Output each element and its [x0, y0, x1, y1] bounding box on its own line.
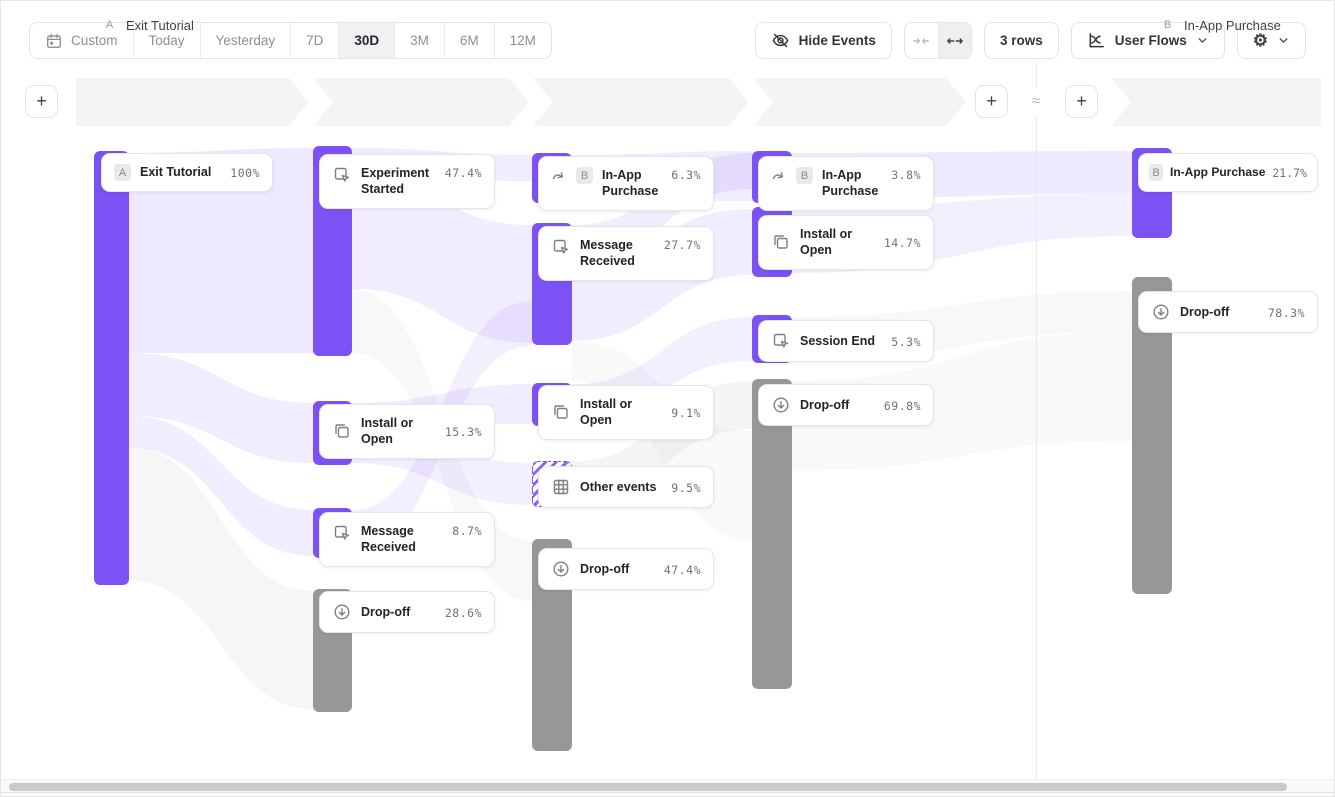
- add-step-end-a-button[interactable]: +: [975, 85, 1008, 118]
- overlapping-squares-icon: [332, 421, 352, 441]
- view-controls: Hide Events 3 rows: [754, 22, 1306, 59]
- flow-a-badge: A: [105, 19, 114, 31]
- flow-a-step-2[interactable]: [313, 78, 529, 126]
- flow-a-title: Exit Tutorial: [126, 17, 194, 33]
- arrow-down-circle-icon: [771, 395, 791, 415]
- node-install-or-open[interactable]: Install or Open 14.7%: [758, 215, 934, 270]
- grid-icon: [551, 477, 571, 497]
- date-range-7d[interactable]: 7D: [290, 23, 338, 58]
- node-badge-a: A: [114, 164, 131, 181]
- arrow-down-circle-icon: [551, 559, 571, 579]
- node-drop-off[interactable]: Drop-off 69.8%: [758, 384, 934, 426]
- add-step-before-b-button[interactable]: +: [1065, 85, 1098, 118]
- node-in-app-purchase-b[interactable]: B In-App Purchase 21.7%: [1138, 153, 1318, 192]
- node-drop-off[interactable]: Drop-off 28.6%: [319, 591, 495, 633]
- expand-columns-button[interactable]: [937, 23, 971, 58]
- node-in-app-purchase-jump[interactable]: B In-App Purchase 6.3%: [538, 156, 714, 211]
- flow-bar-exit-tutorial[interactable]: [94, 151, 129, 585]
- event-click-icon: [771, 331, 791, 351]
- rows-button[interactable]: 3 rows: [983, 22, 1059, 59]
- flow-a-step-1[interactable]: [76, 78, 309, 126]
- flow-a-step-3[interactable]: [533, 78, 749, 126]
- width-toggle: [903, 22, 972, 59]
- gear-icon: ⚙: [1252, 31, 1268, 50]
- arrow-down-circle-icon: [332, 602, 352, 622]
- flow-a-header: A Exit Tutorial: [101, 1, 194, 49]
- date-range-3m[interactable]: 3M: [394, 23, 444, 58]
- node-session-end[interactable]: Session End 5.3%: [758, 320, 934, 362]
- node-in-app-purchase-jump[interactable]: B In-App Purchase 3.8%: [758, 156, 934, 211]
- overlapping-squares-icon: [771, 232, 791, 252]
- arrow-down-circle-icon: [1151, 302, 1171, 322]
- node-other-events[interactable]: Other events 9.5%: [538, 466, 714, 508]
- horizontal-scrollbar-thumb[interactable]: [9, 783, 1287, 791]
- user-flows-icon: [1087, 31, 1106, 50]
- horizontal-scrollbar-track[interactable]: [1, 779, 1334, 793]
- node-install-or-open[interactable]: Install or Open 9.1%: [538, 385, 714, 440]
- date-range-yesterday[interactable]: Yesterday: [199, 23, 291, 58]
- flow-a-step-4[interactable]: [753, 78, 966, 126]
- flow-bar-drop-off-4[interactable]: [752, 379, 792, 689]
- node-exit-tutorial[interactable]: A Exit Tutorial 100%: [101, 153, 273, 192]
- flow-b-header: B In-App Purchase: [1159, 1, 1281, 49]
- panel-divider: [1036, 63, 1037, 779]
- node-badge-b: B: [1149, 164, 1164, 181]
- node-drop-off[interactable]: Drop-off 47.4%: [538, 548, 714, 590]
- add-step-before-button[interactable]: +: [25, 85, 58, 118]
- overlapping-squares-icon: [551, 402, 571, 422]
- calendar-icon: [45, 32, 63, 50]
- collapse-columns-button[interactable]: [905, 23, 938, 58]
- date-range-selector: Custom Today Yesterday 7D 30D 3M 6M 12M: [29, 22, 552, 59]
- hide-events-button[interactable]: Hide Events: [754, 22, 892, 59]
- date-range-label: Custom: [71, 33, 118, 48]
- date-range-today[interactable]: Today: [132, 23, 200, 58]
- node-experiment-started[interactable]: Experiment Started 47.4%: [319, 154, 495, 209]
- arrows-outward-icon: [946, 32, 964, 50]
- node-message-received[interactable]: Message Received 8.7%: [319, 512, 495, 567]
- arrows-inward-icon: [912, 32, 930, 50]
- node-install-or-open[interactable]: Install or Open 15.3%: [319, 404, 495, 459]
- date-range-30d[interactable]: 30D: [338, 23, 395, 58]
- chevron-down-icon: [1196, 34, 1209, 47]
- node-drop-off-b[interactable]: Drop-off 78.3%: [1138, 291, 1318, 333]
- settings-dropdown[interactable]: ⚙: [1236, 22, 1306, 59]
- date-range-6m[interactable]: 6M: [443, 23, 494, 58]
- flow-b-badge: B: [1163, 19, 1172, 31]
- jump-arrow-icon: [551, 167, 567, 183]
- chevron-down-icon: [1277, 34, 1290, 47]
- jump-arrow-icon: [771, 167, 787, 183]
- chart-type-dropdown[interactable]: User Flows: [1070, 22, 1225, 59]
- node-message-received[interactable]: Message Received 27.7%: [538, 226, 714, 281]
- event-click-icon: [551, 237, 571, 257]
- eye-off-icon: [771, 31, 790, 50]
- flow-b-title: In-App Purchase: [1184, 17, 1281, 33]
- node-badge-b: B: [576, 167, 593, 184]
- event-click-icon: [332, 523, 352, 543]
- event-click-icon: [332, 165, 352, 185]
- node-badge-b: B: [796, 167, 813, 184]
- date-range-12m[interactable]: 12M: [493, 23, 551, 58]
- flow-b-step-1[interactable]: [1111, 78, 1321, 126]
- date-range-custom[interactable]: Custom: [30, 23, 133, 58]
- approx-symbol: ≈: [1029, 86, 1043, 116]
